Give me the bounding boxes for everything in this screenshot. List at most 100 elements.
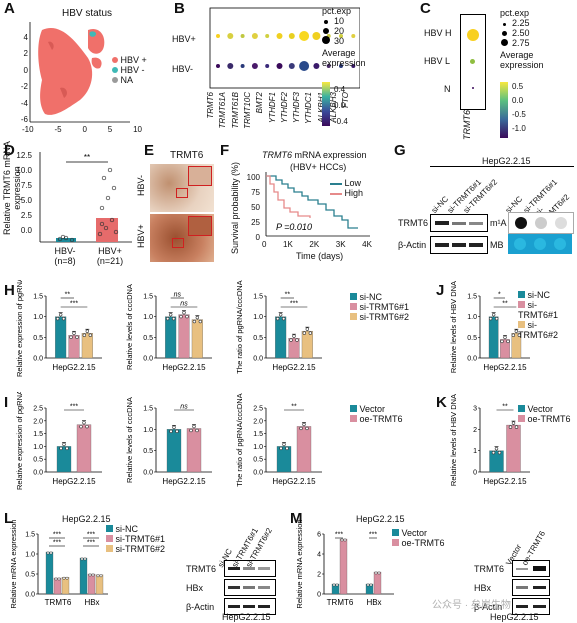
- group-label: HBx: [84, 598, 99, 607]
- panel-j-legend: si-NC si-TRMT6#1 si-TRMT6#2: [518, 290, 577, 340]
- dotplot-b-dot: [312, 32, 321, 40]
- dot: [534, 238, 546, 250]
- ylabel: The ratio of pgRNA/cccDNA: [235, 280, 244, 373]
- size-legend-label: 10: [334, 16, 345, 26]
- panel-label-e: E: [144, 142, 155, 159]
- ytick: 0.5: [25, 572, 35, 579]
- legend-item: Vector: [518, 404, 571, 414]
- ytick: 2.5: [33, 406, 43, 413]
- sig-label: ns: [174, 292, 182, 299]
- bar: [296, 426, 312, 473]
- color-legend-title: Average expression: [322, 48, 366, 68]
- size-legend-item: 10: [322, 16, 382, 26]
- bar: [165, 316, 177, 359]
- ytick: 0.0: [25, 592, 35, 599]
- size-legend-item: 20: [322, 26, 382, 36]
- legend-swatch: [350, 293, 357, 300]
- ytick: 0.0: [33, 470, 43, 477]
- legend-swatch: [518, 301, 525, 308]
- blot-row-label: β-Actin: [474, 602, 503, 612]
- legend-item: oe-TRMT6: [392, 538, 445, 548]
- group-label: HBx: [366, 598, 381, 607]
- sig-label: **: [502, 301, 508, 308]
- panel-label-j: J: [436, 282, 445, 299]
- colorbar-c-ticks: 0.5 0.0 -0.5 -1.0: [512, 80, 526, 136]
- legend-label: HBV -: [120, 65, 145, 75]
- ytick: 0.5: [467, 335, 477, 342]
- size-dot: [323, 28, 329, 34]
- blot-strip: [224, 579, 276, 596]
- ytick: 0.5: [143, 448, 153, 455]
- ytick: 1.5: [143, 294, 153, 301]
- legend-item: HBV +: [112, 55, 147, 65]
- size-legend-item: 2.50: [500, 28, 560, 38]
- title-rest: mRNA expression: [292, 150, 367, 160]
- umap-cluster-hbvneg: [89, 31, 97, 37]
- ytick: 0.0: [143, 356, 153, 363]
- sig-label: ***: [335, 532, 343, 539]
- legend-dot: [112, 67, 118, 73]
- ihc-inset: [188, 216, 212, 236]
- blot-row-label: HBx: [474, 583, 492, 593]
- blot-strip: [512, 560, 550, 577]
- dotplot-b-dot: [240, 64, 245, 68]
- ytick: 1.5: [25, 532, 35, 539]
- panel-d-yticks: 12.5 10.0 7.5 5.0 2.5 0.0: [12, 148, 32, 238]
- bar: [506, 424, 521, 473]
- legend-item: Low: [330, 178, 363, 188]
- umap-plot: [29, 22, 130, 123]
- legend-item: si-NC: [106, 524, 165, 534]
- ytick: 1.0: [143, 427, 153, 434]
- xtick: 3K: [335, 240, 346, 249]
- group-n: (n=8): [54, 256, 76, 266]
- dotplot-b-dot: [313, 63, 320, 69]
- blot-trmt6: [430, 214, 488, 232]
- km-line-high: [266, 175, 311, 218]
- ytick: 2: [473, 427, 477, 434]
- legend-item: si-NC: [350, 292, 409, 302]
- bar: [186, 428, 202, 473]
- km-xticks: 0 1K 2K 3K 4K: [262, 240, 372, 249]
- legend-item: Vector: [392, 528, 445, 538]
- cell-label: HepG2.2.15: [272, 477, 316, 486]
- legend-label: si-TRMT6#2: [115, 544, 166, 554]
- dot-row-label: MB: [490, 240, 504, 250]
- ytick: 1.5: [143, 406, 153, 413]
- bar: [53, 577, 62, 595]
- bar: [488, 316, 499, 359]
- blot-row-label: HBx: [186, 583, 204, 593]
- legend-item: High: [330, 188, 363, 198]
- dotplot-b-gene-label: TRMT10C: [242, 92, 252, 129]
- bar: [56, 446, 72, 473]
- bar: [166, 429, 182, 473]
- panel-d-chart: **: [39, 152, 132, 243]
- panel-k-chart: 0 1 2 3 ** HepG2.2.15 Relative levels of HBV D…: [449, 394, 530, 486]
- ihc-inset: [188, 166, 212, 186]
- legend-swatch: [350, 415, 357, 422]
- ylabel: Relative levels of HBV DNA: [449, 394, 458, 486]
- bar: [373, 571, 382, 595]
- ytick: 2.5: [253, 406, 263, 413]
- dotplot-b-row-hbvneg: HBV-: [172, 64, 194, 74]
- dot-hbv-l: [470, 59, 475, 64]
- bar: [191, 319, 203, 359]
- dotplot-b-dot: [288, 33, 295, 39]
- ytick: 1.0: [253, 444, 263, 451]
- dotplot-c-gene: TRMT6: [462, 110, 472, 140]
- dot: [515, 217, 527, 229]
- km-yticks: 100 75 50 25 0: [246, 170, 260, 245]
- ytick: 1.5: [253, 294, 263, 301]
- bar: [76, 424, 92, 473]
- size-legend-label: 2.25: [512, 18, 530, 28]
- legend-swatch: [350, 303, 357, 310]
- legend-label: si-TRMT6#1: [359, 302, 410, 312]
- ytick: 0.5: [253, 457, 263, 464]
- sig-label: ***: [87, 540, 95, 547]
- ytick: 7.5: [20, 181, 32, 190]
- cell-label: HepG2.2.15: [52, 363, 96, 372]
- lane-label: si-NC: [429, 194, 451, 215]
- bar: [178, 314, 190, 359]
- dotplot-b-dot: [265, 34, 270, 38]
- panel-e-row: HBV-: [136, 174, 146, 196]
- sig-label: ns: [180, 301, 188, 308]
